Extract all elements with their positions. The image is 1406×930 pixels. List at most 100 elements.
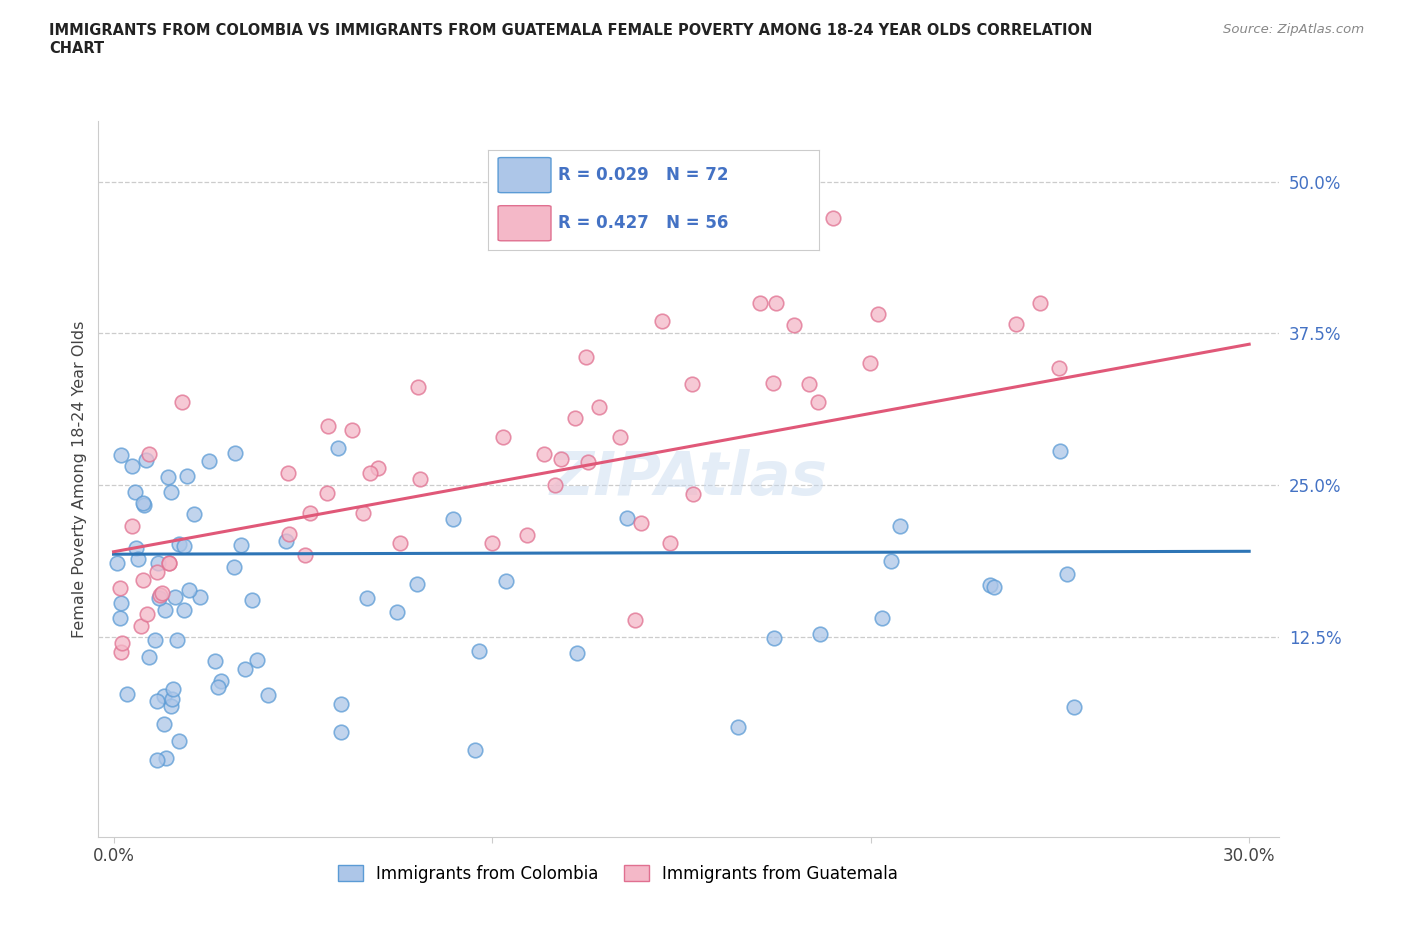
Point [256, 688, 278, 703]
Point [124, 485, 146, 499]
Point [222, 559, 245, 574]
Point [136, 606, 159, 621]
Point [762, 376, 785, 391]
Point [148, 591, 170, 605]
Point [659, 536, 682, 551]
Point [132, 573, 155, 588]
Point [127, 551, 149, 566]
Point [138, 649, 160, 664]
Text: IMMIGRANTS FROM COLOMBIA VS IMMIGRANTS FROM GUATEMALA FEMALE POVERTY AMONG 18-24: IMMIGRANTS FROM COLOMBIA VS IMMIGRANTS F… [49, 23, 1092, 56]
Point [565, 645, 588, 660]
Point [153, 716, 176, 731]
Point [146, 555, 169, 570]
Point [588, 400, 610, 415]
Point [318, 418, 340, 433]
Point [162, 682, 184, 697]
Text: Source: ZipAtlas.com: Source: ZipAtlas.com [1223, 23, 1364, 36]
Point [808, 627, 831, 642]
Point [979, 578, 1001, 593]
Point [146, 565, 169, 579]
Point [177, 582, 200, 597]
Point [623, 612, 645, 627]
Point [110, 596, 132, 611]
Point [1049, 444, 1071, 458]
Point [609, 430, 631, 445]
Point [359, 465, 381, 480]
Point [797, 377, 820, 392]
Point [169, 537, 191, 551]
Point [129, 619, 152, 634]
Point [681, 377, 703, 392]
Point [316, 486, 339, 501]
Point [441, 512, 464, 526]
Point [866, 307, 889, 322]
Point [105, 555, 128, 570]
Point [197, 454, 219, 469]
Point [157, 470, 180, 485]
Point [858, 355, 880, 370]
Point [108, 611, 131, 626]
Point [167, 734, 190, 749]
Point [330, 697, 353, 711]
Point [880, 553, 903, 568]
Point [1056, 566, 1078, 581]
Point [157, 556, 180, 571]
Point [159, 485, 181, 499]
Point [121, 458, 143, 473]
Point [138, 447, 160, 462]
Point [481, 536, 503, 551]
Point [326, 440, 349, 455]
Point [352, 505, 374, 520]
Point [146, 752, 169, 767]
Point [153, 689, 176, 704]
Y-axis label: Female Poverty Among 18-24 Year Olds: Female Poverty Among 18-24 Year Olds [72, 320, 87, 638]
Point [183, 507, 205, 522]
Point [870, 610, 893, 625]
Legend: Immigrants from Colombia, Immigrants from Guatemala: Immigrants from Colombia, Immigrants fro… [332, 858, 904, 889]
Point [274, 533, 297, 548]
Point [108, 581, 131, 596]
Point [616, 511, 638, 525]
Point [406, 380, 429, 395]
Point [495, 574, 517, 589]
Point [550, 451, 572, 466]
Point [356, 591, 378, 605]
Point [564, 411, 586, 426]
Point [160, 691, 183, 706]
Point [135, 453, 157, 468]
Point [157, 556, 180, 571]
Point [166, 632, 188, 647]
Point [576, 454, 599, 469]
Point [533, 447, 555, 462]
Point [132, 496, 155, 511]
Point [190, 590, 212, 604]
Point [134, 498, 156, 512]
Point [125, 541, 148, 556]
Point [1047, 361, 1070, 376]
Point [340, 422, 363, 437]
Point [176, 469, 198, 484]
Point [240, 592, 263, 607]
Point [762, 631, 785, 645]
Point [409, 472, 432, 486]
Point [150, 586, 173, 601]
Point [170, 395, 193, 410]
Point [468, 644, 491, 658]
Point [233, 661, 256, 676]
Point [143, 632, 166, 647]
Point [294, 548, 316, 563]
Point [765, 296, 787, 311]
Point [492, 430, 515, 445]
Point [231, 538, 253, 552]
Point [110, 448, 132, 463]
Point [145, 694, 167, 709]
Point [821, 210, 844, 225]
Point [516, 527, 538, 542]
Point [155, 603, 177, 618]
Point [406, 577, 429, 591]
Point [173, 538, 195, 553]
Point [204, 654, 226, 669]
Point [155, 751, 177, 765]
Point [651, 313, 673, 328]
Point [983, 579, 1005, 594]
